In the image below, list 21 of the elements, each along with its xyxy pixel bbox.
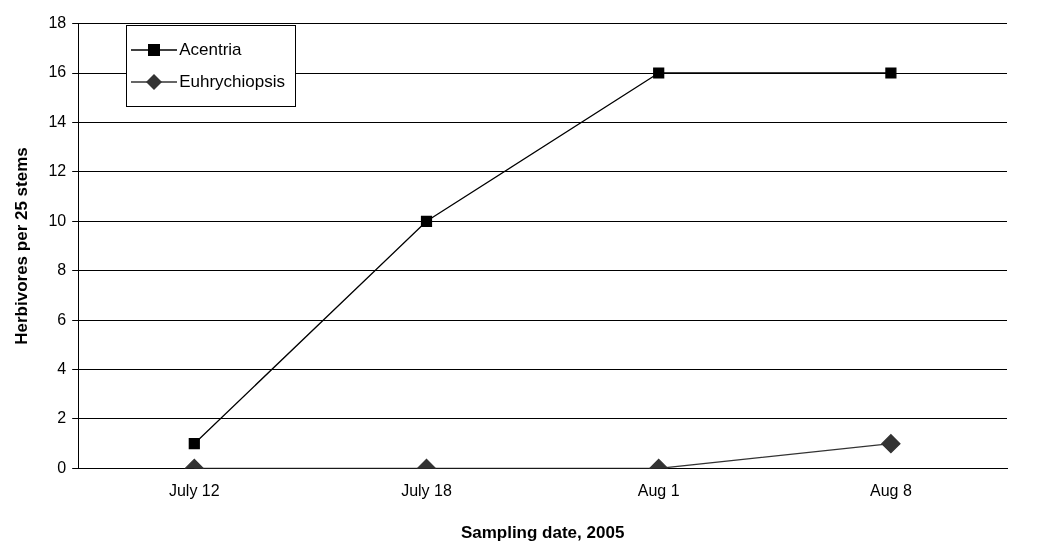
y-tick-label: 0 bbox=[57, 458, 67, 476]
y-tick-label: 12 bbox=[48, 162, 67, 180]
legend-label: Acentria bbox=[179, 39, 242, 60]
y-tick-label: 8 bbox=[57, 261, 67, 279]
point bbox=[420, 215, 433, 227]
y-tick-label: 6 bbox=[57, 310, 67, 328]
point bbox=[885, 67, 897, 79]
y-tick-label: 16 bbox=[48, 63, 67, 81]
x-tick-label: Aug 1 bbox=[637, 482, 680, 500]
x-tick-label: July 18 bbox=[401, 482, 452, 500]
x-tick-label: July 12 bbox=[168, 482, 220, 500]
y-tick-label: 14 bbox=[48, 112, 67, 130]
y-tick-label: 2 bbox=[57, 409, 67, 427]
y-tick-label: 4 bbox=[57, 359, 67, 377]
y-tick-label: 18 bbox=[48, 14, 67, 32]
point bbox=[653, 67, 665, 79]
legend-label: Euhrychiopsis bbox=[179, 71, 286, 92]
y-tick-label: 10 bbox=[48, 211, 67, 229]
x-tick-label: Aug 8 bbox=[869, 482, 912, 500]
x-axis-title: Sampling date, 2005 bbox=[460, 523, 625, 543]
y-axis-title: Herbivores per 25 stems bbox=[11, 147, 31, 345]
